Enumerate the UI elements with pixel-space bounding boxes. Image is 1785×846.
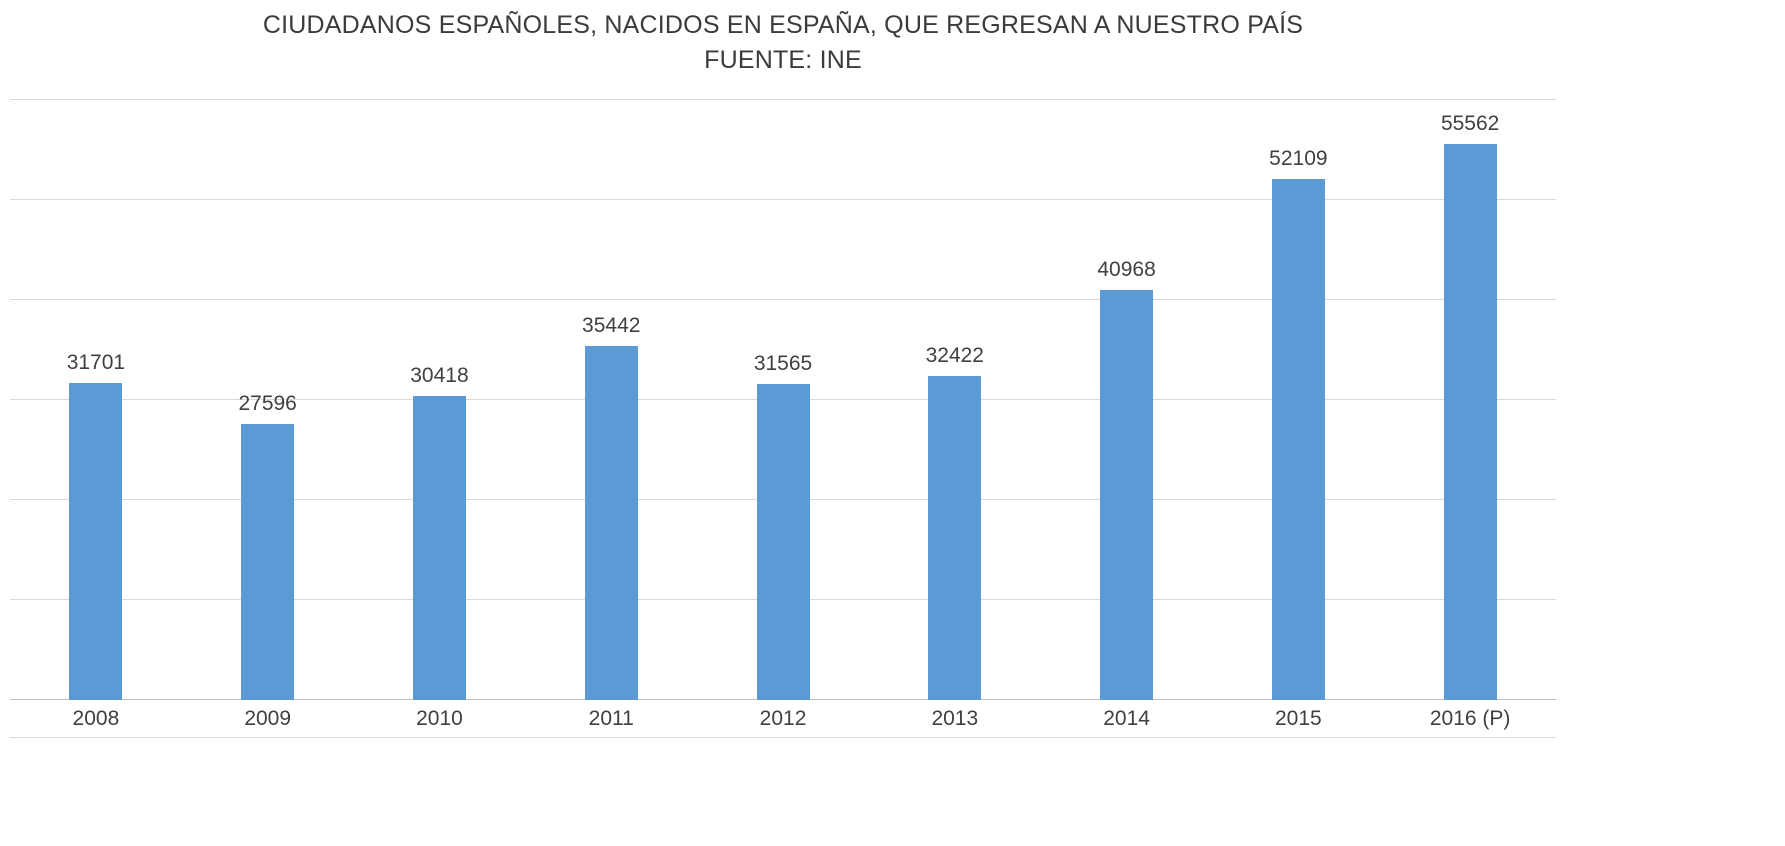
- bar-value-label: 32422: [925, 343, 984, 367]
- bar-value-label: 52109: [1269, 146, 1328, 170]
- chart-title-block: CIUDADANOS ESPAÑOLES, NACIDOS EN ESPAÑA,…: [0, 8, 1566, 78]
- x-axis-label: 2009: [244, 707, 292, 730]
- chart-title: CIUDADANOS ESPAÑOLES, NACIDOS EN ESPAÑA,…: [262, 11, 1304, 39]
- bar-slot: 31565: [697, 100, 869, 700]
- chart-subtitle: FUENTE: INE: [704, 46, 862, 74]
- bar-2011: [584, 345, 638, 700]
- bar-slot: 30418: [354, 100, 526, 700]
- gridline: [10, 99, 1556, 100]
- gridline: [10, 199, 1556, 200]
- x-axis-label: 2014: [1103, 707, 1150, 730]
- x-axis-label: 2016 (P): [1429, 707, 1511, 730]
- bar-2014: [1100, 290, 1154, 700]
- bar-value-label: 27596: [238, 392, 297, 416]
- bar-2016 (P): [1443, 144, 1497, 700]
- bar-value-label: 31701: [66, 351, 126, 374]
- bar-slot: 52109: [1212, 100, 1384, 700]
- bar-slot: 31701: [10, 100, 182, 700]
- bars-container: 31701 27596 30418 35442 31565 32422 40968 52109…: [10, 100, 1556, 700]
- bar-slot: 40968: [1041, 100, 1213, 700]
- x-axis-labels: 2008 2009 2010 2011 2012 2013 2014 2015 2016 (P): [10, 707, 1556, 731]
- bar-value-label: 30418: [410, 363, 469, 387]
- gridline: [10, 299, 1556, 300]
- bar-value-label: 40968: [1097, 258, 1156, 282]
- bar-2009: [241, 424, 295, 700]
- bar-value-label: 35442: [582, 313, 641, 337]
- x-axis-label: 2015: [1275, 707, 1322, 730]
- x-axis-label: 2011: [588, 707, 634, 730]
- bar-slot: 32422: [869, 100, 1041, 700]
- bar-slot: 55562: [1384, 100, 1556, 700]
- bar-value-label: 31565: [753, 352, 813, 376]
- x-axis-label: 2012: [759, 707, 807, 730]
- x-axis-label: 2013: [931, 707, 979, 730]
- bar-2012: [756, 384, 810, 700]
- bottom-border-line: [10, 737, 1556, 738]
- x-axis-label: 2008: [72, 707, 120, 730]
- bar-2015: [1271, 178, 1325, 700]
- bar-slot: 35442: [525, 100, 697, 700]
- bar-2013: [928, 375, 982, 700]
- x-axis-label: 2010: [416, 707, 463, 730]
- bar-value-label: 55562: [1440, 112, 1500, 136]
- bar-2010: [412, 395, 466, 700]
- plot-area: 31701 27596 30418 35442 31565 32422 40968 52109…: [10, 99, 1556, 700]
- bar-2008: [69, 383, 123, 700]
- bar-slot: 27596: [182, 100, 354, 700]
